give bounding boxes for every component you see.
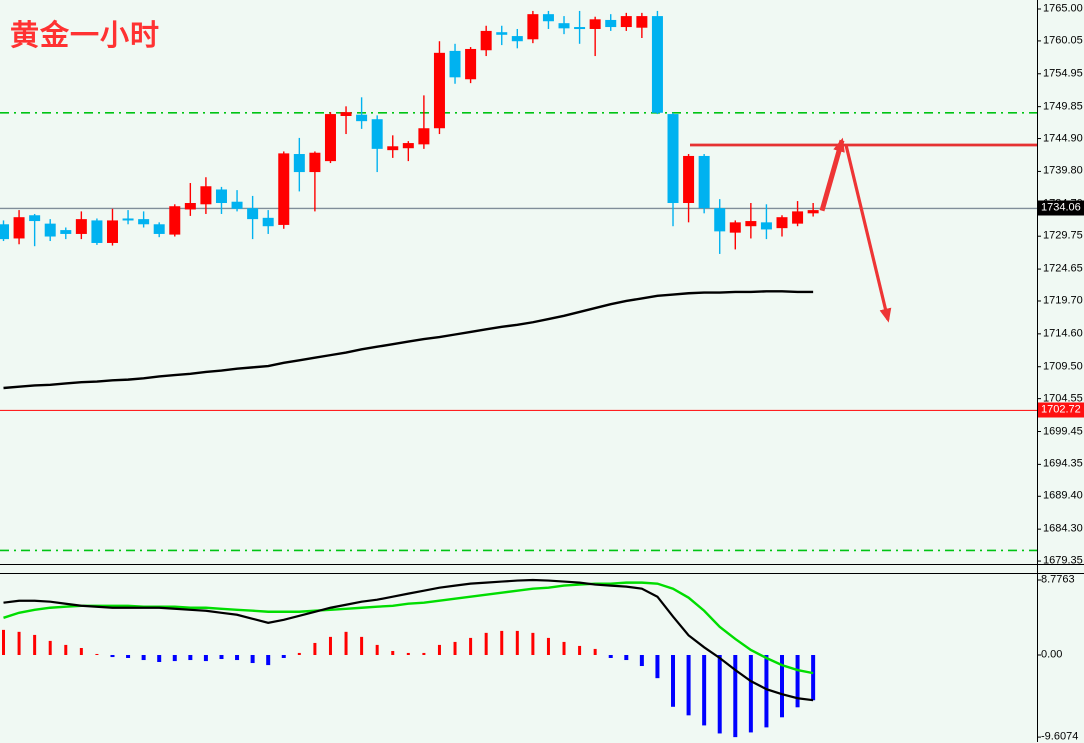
axis-price-label: 1684.30 xyxy=(1043,522,1083,535)
axis-indicator-label: 0.00 xyxy=(1041,648,1063,661)
axis-price-label: 1749.85 xyxy=(1043,100,1083,113)
axis-price-label: 1699.45 xyxy=(1043,425,1083,437)
axis-indicator-label: -9.6074 xyxy=(1041,730,1079,743)
axis-price-label: 1724.65 xyxy=(1043,262,1083,275)
signal-line xyxy=(3,581,814,675)
macd-line xyxy=(3,578,814,702)
axis-indicator-label: 8.7763 xyxy=(1041,573,1075,586)
axis-price-label: 1679.35 xyxy=(1043,554,1083,567)
axis-price-label: 1714.60 xyxy=(1043,327,1083,340)
current-price-tag: 1734.06 xyxy=(1038,200,1084,216)
ma-line xyxy=(3,290,814,390)
macd-histogram xyxy=(2,629,816,738)
axis-price-label: 1760.05 xyxy=(1043,34,1083,47)
axis-price-label: 1689.40 xyxy=(1043,489,1083,502)
candlestick-series xyxy=(0,10,819,254)
axis-price-label: 1739.80 xyxy=(1043,164,1083,177)
axis-price-label: 1744.90 xyxy=(1043,132,1083,145)
axis-price-label: 1765.00 xyxy=(1043,2,1083,15)
trend-arrow[interactable] xyxy=(819,137,892,323)
y-axis[interactable] xyxy=(1037,0,1041,742)
panel-divider[interactable] xyxy=(0,564,1084,574)
axis-price-label: 1694.35 xyxy=(1043,457,1083,470)
support-price-tag: 1702.72 xyxy=(1038,402,1084,418)
axis-price-label: 1719.70 xyxy=(1043,294,1083,307)
chart-title[interactable]: 黄金一小时 xyxy=(10,20,161,52)
axis-price-label: 1754.95 xyxy=(1043,67,1083,80)
axis-price-label: 1709.50 xyxy=(1043,360,1083,373)
axis-price-label: 1729.75 xyxy=(1043,229,1083,242)
axis-price-label: 1704.55 xyxy=(1043,392,1083,405)
